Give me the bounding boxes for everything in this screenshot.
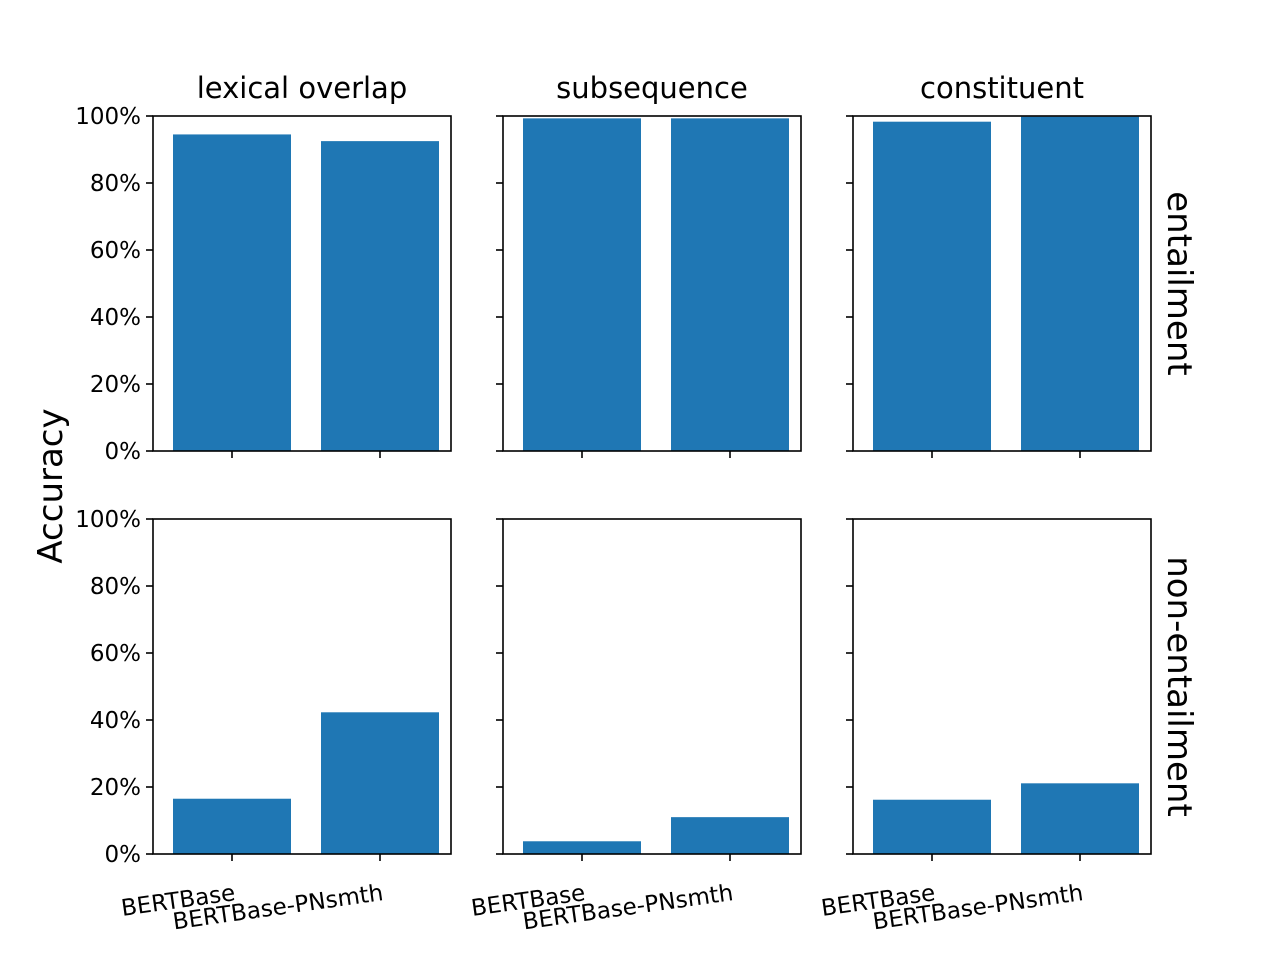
y-tick-label: 0% xyxy=(105,842,142,868)
row-label: non-entailment xyxy=(1159,556,1199,817)
panel-frame xyxy=(152,115,452,452)
panel-2 xyxy=(496,115,802,458)
panel-3 xyxy=(846,115,1152,458)
panel-frame xyxy=(852,115,1152,452)
bar-bertbase xyxy=(523,841,641,854)
y-tick-label: 100% xyxy=(75,507,141,533)
y-tick-label: 80% xyxy=(90,171,141,197)
bar-bertbase xyxy=(173,798,291,854)
bar-bertbase-pnsmth xyxy=(671,118,789,451)
bar-bertbase-pnsmth xyxy=(321,141,439,451)
panel-frame xyxy=(502,115,802,452)
panel-4: 0%20%40%60%80%100%BERTBaseBERTBase-PNsmt… xyxy=(75,507,452,935)
bar-bertbase xyxy=(523,118,641,451)
y-tick-label: 40% xyxy=(90,305,141,331)
row-labels: entailment non-entailment xyxy=(1159,191,1199,817)
panel-1: 0% 20% 40% 60% 80% 100% xyxy=(75,104,452,465)
y-tick-label: 60% xyxy=(90,238,141,264)
panel-frame xyxy=(852,518,1152,855)
bar-bertbase-pnsmth xyxy=(1021,116,1139,452)
column-titles: lexical overlap subsequence constituent xyxy=(197,71,1084,105)
y-tick-label: 80% xyxy=(90,574,141,600)
bar-bertbase-pnsmth xyxy=(321,712,439,854)
y-tick-label: 20% xyxy=(90,372,141,398)
panel-frame xyxy=(152,518,452,855)
column-title: subsequence xyxy=(556,71,748,105)
panels: 0% 20% 40% 60% 80% 100% 0% 20% 40% 60% 80% 100% BERT… xyxy=(75,104,1152,935)
y-tick-label: 0% xyxy=(105,439,142,465)
bar-bertbase xyxy=(873,799,991,854)
bar-bertbase xyxy=(173,134,291,452)
y-tick-label: 40% xyxy=(90,708,141,734)
y-axis-label: Accuracy xyxy=(31,408,71,563)
y-tick-label: 60% xyxy=(90,641,141,667)
bar-bertbase-pnsmth xyxy=(671,817,789,854)
row-label: entailment xyxy=(1159,191,1199,375)
y-tick-label: 20% xyxy=(90,775,141,801)
y-tick-label: 100% xyxy=(75,104,141,130)
bar-bertbase xyxy=(873,121,991,451)
column-title: constituent xyxy=(920,71,1084,105)
bar-bertbase-pnsmth xyxy=(1021,783,1139,854)
column-title: lexical overlap xyxy=(197,71,408,105)
panel-frame xyxy=(502,518,802,855)
